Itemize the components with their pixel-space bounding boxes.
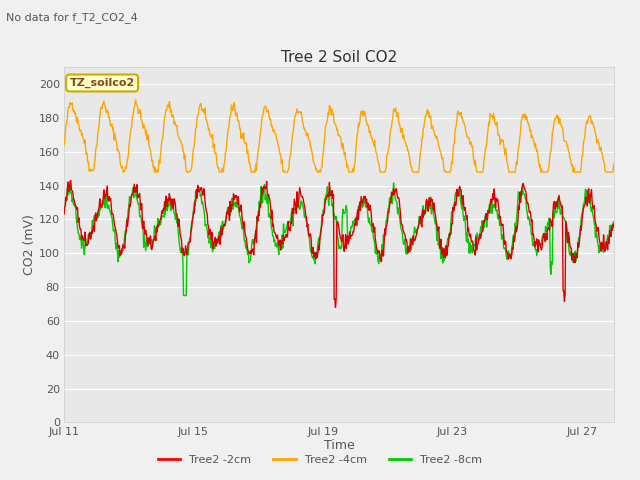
Y-axis label: CO2 (mV): CO2 (mV): [23, 215, 36, 275]
Text: TZ_soilco2: TZ_soilco2: [70, 78, 135, 88]
X-axis label: Time: Time: [324, 439, 355, 452]
Text: No data for f_T2_CO2_4: No data for f_T2_CO2_4: [6, 12, 138, 23]
Legend: Tree2 -2cm, Tree2 -4cm, Tree2 -8cm: Tree2 -2cm, Tree2 -4cm, Tree2 -8cm: [154, 451, 486, 469]
Title: Tree 2 Soil CO2: Tree 2 Soil CO2: [281, 49, 397, 65]
